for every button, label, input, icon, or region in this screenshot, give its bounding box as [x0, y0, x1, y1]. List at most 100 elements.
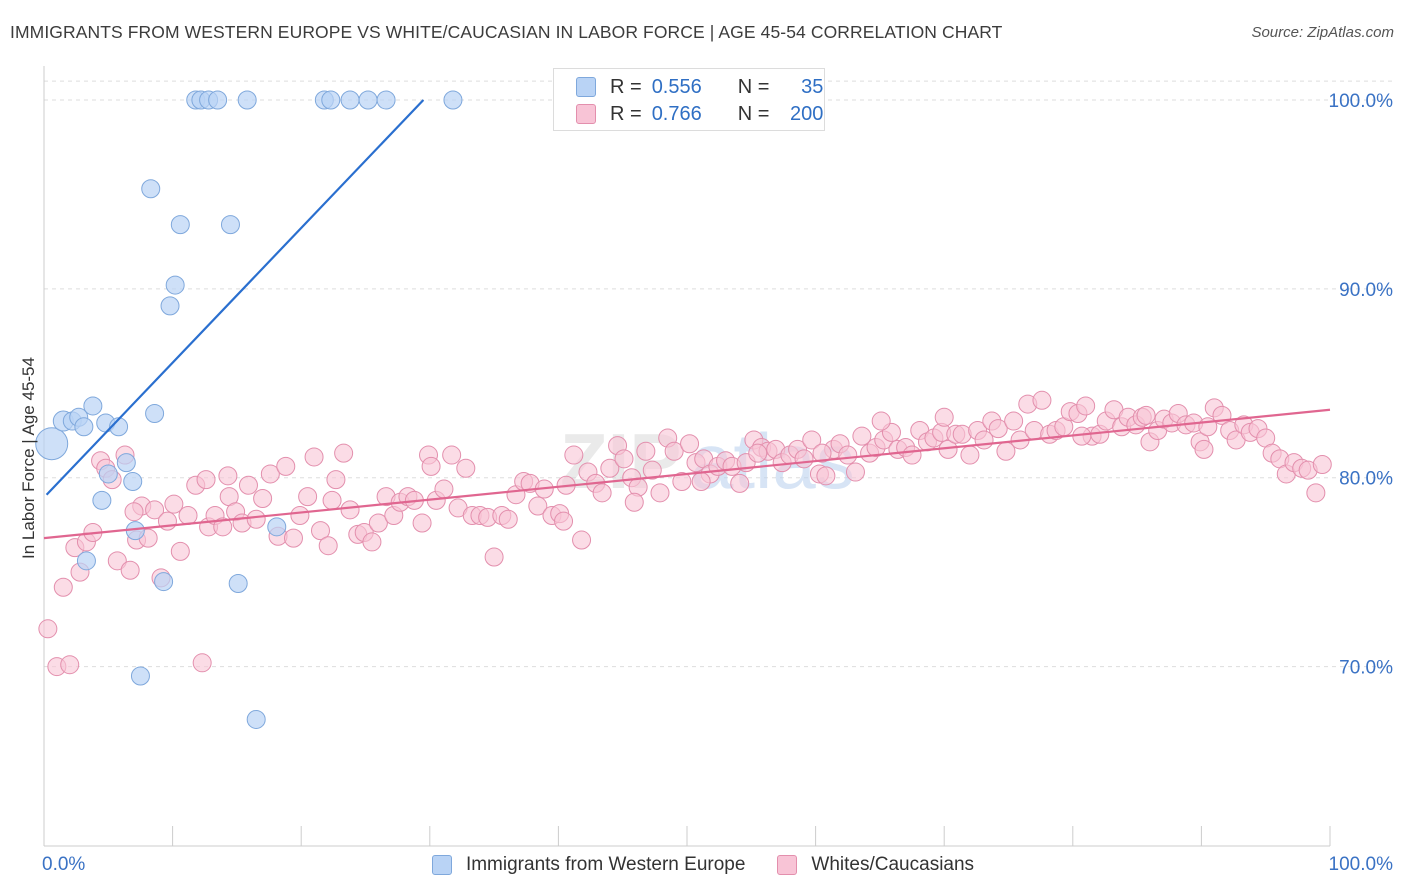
white-caucasian-point: [322, 490, 342, 510]
white-caucasian-point: [1312, 454, 1332, 474]
y-axis-label: In Labor Force | Age 45-54: [19, 357, 38, 559]
axes: [43, 66, 1331, 847]
white-caucasian-point: [554, 511, 574, 531]
pink-swatch: [777, 855, 798, 875]
white-caucasian-point: [456, 458, 476, 478]
legend-label: Whites/Caucasians: [811, 854, 975, 875]
western-europe-point: [123, 471, 143, 491]
y-tick-label: 80.0%: [1339, 469, 1393, 490]
white-caucasian-point: [145, 500, 165, 520]
chart-title: IMMIGRANTS FROM WESTERN EUROPE VS WHITE/…: [10, 22, 1003, 42]
white-caucasian-point: [196, 470, 216, 490]
white-caucasian-point: [636, 441, 656, 461]
legend-label: Immigrants from Western Europe: [465, 854, 746, 875]
pink-swatch: [576, 104, 596, 124]
legend-item-western-europe: Immigrants from Western Europe: [431, 854, 746, 876]
white-caucasian-point: [845, 462, 865, 482]
white-caucasian-point: [664, 441, 684, 461]
white-caucasian-point: [304, 447, 324, 467]
white-caucasian-point: [1136, 405, 1156, 425]
white-caucasian-point: [816, 466, 836, 486]
western-europe-point: [92, 490, 112, 510]
white-caucasian-point: [600, 458, 620, 478]
white-caucasian-point: [650, 483, 670, 503]
r-label: R =: [610, 75, 642, 98]
y-tick-label: 70.0%: [1339, 658, 1393, 679]
white-caucasian-point: [120, 560, 140, 580]
western-europe-point: [165, 275, 185, 295]
white-caucasian-point: [290, 505, 310, 525]
n-label: N =: [737, 102, 770, 125]
western-europe-trend-line: [45, 99, 425, 496]
white-caucasian-point: [498, 509, 518, 529]
white-caucasian-point: [1306, 483, 1326, 503]
white-caucasian-point: [334, 443, 354, 463]
source-label: Source: ZipAtlas.com: [1251, 24, 1394, 41]
correlation-legend: R = 0.556 N = 35 R = 0.766 N = 200: [553, 68, 825, 131]
white-caucasian-point: [838, 445, 858, 465]
legend-item-whites-caucasians: Whites/Caucasians: [777, 854, 974, 876]
white-caucasian-point: [238, 475, 258, 495]
white-caucasian-point: [362, 532, 382, 552]
legend-row-western-europe: R = 0.556 N = 35: [576, 74, 823, 100]
white-caucasian-point: [852, 426, 872, 446]
white-caucasian-point: [60, 655, 80, 675]
white-caucasian-point: [572, 530, 592, 550]
white-caucasian-point: [960, 445, 980, 465]
blue-swatch: [576, 77, 596, 97]
white-caucasian-point: [1004, 411, 1024, 431]
western-europe-point: [154, 572, 174, 592]
white-caucasian-point: [178, 505, 198, 525]
white-caucasian-point: [691, 471, 711, 491]
r-value: 0.556: [651, 75, 702, 98]
white-caucasian-point: [1076, 396, 1096, 416]
western-europe-point: [340, 90, 360, 110]
trend-lines: [43, 99, 1331, 540]
white-caucasian-point: [564, 445, 584, 465]
white-caucasian-point: [871, 411, 891, 431]
western-europe-point: [376, 90, 396, 110]
series-legend: Immigrants from Western Europe Whites/Ca…: [0, 852, 1406, 878]
western-europe-point: [116, 453, 136, 473]
white-caucasian-point: [614, 449, 634, 469]
white-caucasian-point: [107, 551, 127, 571]
white-caucasian-point: [253, 488, 273, 508]
western-europe-point: [228, 573, 248, 593]
white-caucasian-point: [802, 430, 822, 450]
western-europe-point: [141, 179, 161, 199]
white-caucasian-point: [748, 443, 768, 463]
white-caucasian-point: [318, 536, 338, 556]
white-caucasian-point: [53, 577, 73, 597]
western-europe-point: [170, 215, 190, 235]
white-caucasian-point: [170, 541, 190, 561]
western-europe-point: [130, 666, 150, 686]
legend-row-whites-caucasians: R = 0.766 N = 200: [576, 101, 823, 127]
western-europe-point: [35, 427, 69, 461]
white-caucasian-point: [213, 517, 233, 537]
white-caucasian-point: [246, 509, 266, 529]
white-caucasian-point: [680, 434, 700, 454]
white-caucasian-point: [624, 492, 644, 512]
white-caucasian-point: [164, 494, 184, 514]
white-caucasian-point: [484, 547, 504, 567]
white-caucasian-point: [326, 470, 346, 490]
white-caucasian-point: [442, 445, 462, 465]
western-europe-point: [74, 417, 94, 437]
white-caucasian-point: [434, 479, 454, 499]
western-europe-point: [246, 709, 266, 729]
x-tick-label: 0.0%: [42, 854, 85, 875]
y-tick-label: 100.0%: [1329, 91, 1394, 112]
r-value: 0.766: [651, 102, 702, 125]
white-caucasian-point: [812, 443, 832, 463]
western-europe-point: [160, 296, 180, 316]
white-caucasian-point: [298, 487, 318, 507]
western-europe-point: [208, 90, 228, 110]
white-caucasian-point: [528, 496, 548, 516]
white-caucasian-point: [283, 528, 303, 548]
western-europe-point: [98, 464, 118, 484]
white-caucasian-point: [642, 460, 662, 480]
x-tick-label: 100.0%: [1329, 854, 1394, 875]
white-caucasian-point: [260, 464, 280, 484]
white-caucasian-point: [988, 419, 1008, 439]
